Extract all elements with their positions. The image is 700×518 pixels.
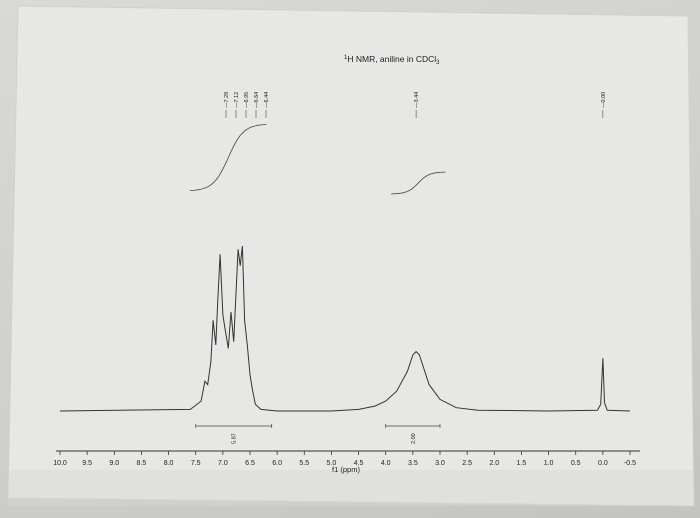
x-tick-label: 8.5: [137, 460, 147, 467]
peak-label: —6.64: [254, 92, 260, 108]
x-tick-label: 3.5: [408, 460, 418, 467]
peak-label: —6.44: [264, 92, 270, 108]
x-tick-label: 0.0: [598, 460, 608, 467]
spectrum-line: [59, 245, 631, 412]
x-tick-label: 2.5: [462, 460, 472, 467]
x-tick-label: 9.0: [109, 460, 119, 467]
title-superscript: 1: [344, 55, 348, 61]
x-tick-label: 2.0: [489, 460, 499, 467]
title-subscript: 3: [436, 60, 440, 66]
integral-curves: [190, 123, 446, 195]
x-tick-label: 1.5: [517, 460, 527, 467]
x-ticks: 10.0 9.5 9.0 8.5 8.0 7.5 7.0 6.5 6.0 5.5 5.0 4.5 4.0…: [53, 451, 636, 467]
x-tick-label: 4.5: [354, 460, 364, 467]
peak-label: —7.28: [224, 92, 230, 108]
paper-shadow: [8, 470, 694, 506]
chart-title: 1H NMR, aniline in CDCl3: [344, 54, 440, 66]
x-tick-label: 3.0: [435, 460, 445, 467]
integral-bars: 5.87 2.00: [195, 424, 441, 444]
x-tick-label: 9.5: [82, 460, 92, 467]
x-tick-label: -0.5: [624, 460, 636, 467]
peak-label: —3.44: [414, 92, 420, 108]
x-tick-label: 6.5: [245, 460, 255, 467]
x-tick-label: 7.0: [218, 460, 228, 467]
integral-curve: [190, 123, 267, 192]
x-tick-label: 7.5: [191, 460, 201, 467]
x-axis-label: f1 (ppm): [332, 465, 360, 474]
integral-value: 2.00: [411, 433, 417, 444]
x-tick-label: 6.0: [272, 460, 282, 467]
x-tick-label: 8.0: [164, 460, 174, 467]
x-tick-label: 10.0: [53, 460, 67, 467]
integral-value: 5.87: [232, 433, 238, 444]
title-main: H NMR, aniline in CDCl: [347, 54, 436, 64]
peak-labels: —7.28 —7.12 —6.95 —6.64 —6.44 —3.44 —0.00: [224, 92, 607, 118]
peak-label: —0.00: [601, 92, 607, 108]
x-tick-label: 5.0: [327, 460, 337, 467]
x-tick-label: 5.5: [299, 460, 309, 467]
x-tick-label: 0.5: [571, 460, 581, 467]
x-tick-label: 4.0: [381, 460, 391, 467]
peak-label: —6.95: [244, 92, 250, 108]
integral-curve: [391, 171, 446, 195]
peak-label: —7.12: [234, 92, 240, 108]
x-tick-label: 1.0: [544, 460, 554, 467]
paper-sheet: [7, 5, 695, 507]
